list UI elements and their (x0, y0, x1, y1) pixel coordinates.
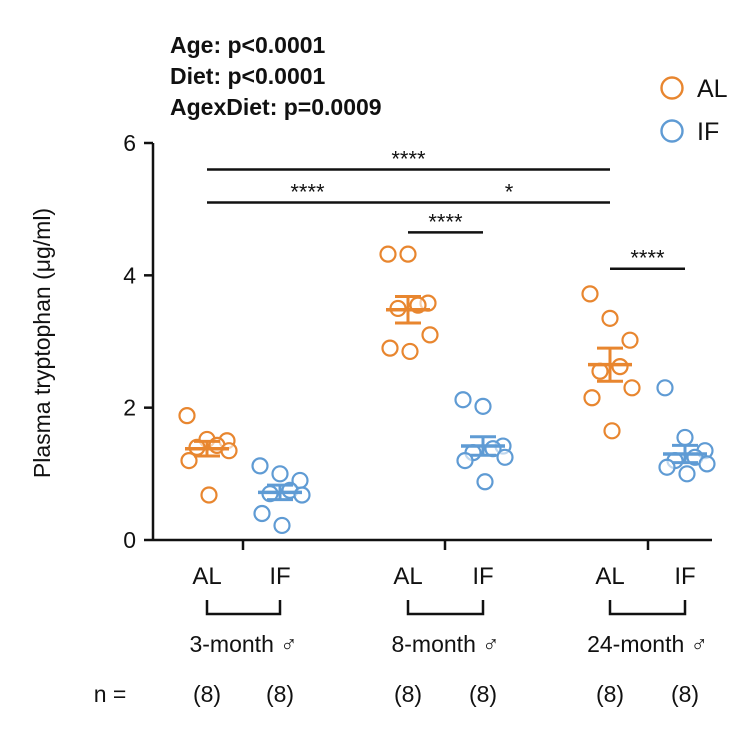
stats-header: Age: p<0.0001 Diet: p<0.0001 AgexDiet: p… (170, 30, 382, 123)
data-point (474, 397, 492, 415)
data-point (676, 428, 694, 447)
condition-label: AL (595, 563, 624, 590)
data-point (456, 452, 474, 470)
data-point (401, 342, 419, 361)
condition-label: IF (472, 563, 493, 590)
mean-sem-layer (185, 295, 707, 502)
n-label: (8) (394, 681, 422, 707)
data-point (271, 465, 289, 483)
data-point (603, 422, 621, 440)
data-point (496, 448, 514, 466)
data-point (623, 379, 641, 397)
data-point (476, 473, 494, 491)
significance-label: * (505, 180, 514, 205)
data-point (200, 486, 218, 504)
significance-label: **** (290, 180, 325, 205)
legend-marker (660, 119, 684, 143)
group-bracket (205, 600, 282, 616)
data-point (399, 245, 417, 263)
y-tick-label: 4 (123, 262, 136, 288)
significance-label: **** (391, 146, 426, 171)
group-label: 8-month ♂ (391, 631, 499, 657)
data-point (180, 452, 198, 470)
legend: AL IF (660, 75, 728, 146)
data-point (273, 516, 291, 535)
significance-label: **** (428, 209, 463, 234)
stats-interaction: AgexDiet: p=0.0009 (170, 94, 382, 120)
n-label: (8) (193, 681, 221, 707)
group-bracket (608, 600, 687, 616)
n-label: (8) (469, 681, 497, 707)
data-point (658, 458, 676, 476)
data-point (601, 309, 619, 327)
data-point (621, 331, 639, 349)
y-axis-label: Plasma tryptophan (μg/ml) (29, 208, 55, 478)
data-point (581, 285, 599, 303)
data-point (583, 389, 601, 407)
y-tick-label: 0 (123, 527, 136, 553)
data-point (253, 504, 271, 523)
stats-age: Age: p<0.0001 (170, 32, 326, 58)
legend-label: IF (697, 118, 719, 146)
group-label: 3-month ♂ (189, 631, 297, 657)
data-point (454, 391, 472, 409)
data-point (656, 379, 674, 397)
group-labels: AL (8) IF (8) 3-month ♂ AL (8) IF (8) 8-month ♂ AL… (94, 563, 708, 707)
stats-diet: Diet: p<0.0001 (170, 63, 326, 89)
n-label: (8) (266, 681, 294, 707)
condition-label: IF (269, 563, 290, 590)
n-label: (8) (596, 681, 624, 707)
condition-label: AL (192, 563, 221, 590)
n-label: (8) (671, 681, 699, 707)
data-point (381, 339, 399, 357)
data-point (678, 465, 696, 483)
group-bracket (406, 600, 485, 616)
n-equals-label: n = (94, 681, 127, 707)
legend-label: AL (697, 75, 728, 103)
data-point (178, 407, 196, 425)
significance-layer: ******** ********* (207, 146, 685, 271)
data-point (220, 442, 238, 460)
points-layer (178, 245, 716, 535)
data-point (379, 245, 397, 263)
legend-marker (660, 76, 684, 100)
condition-label: AL (393, 563, 422, 590)
data-point (698, 455, 716, 473)
y-tick-label: 2 (123, 395, 136, 421)
y-tick-label: 6 (123, 130, 136, 156)
axis-layer: 0 2 4 6 Plasma tryptophan (μg/ml) (29, 130, 712, 553)
group-label: 24-month ♂ (587, 631, 708, 657)
data-point (293, 486, 311, 504)
data-point (611, 358, 629, 376)
data-point (421, 326, 439, 344)
data-point (251, 457, 269, 475)
significance-label: **** (630, 246, 665, 271)
condition-label: IF (674, 563, 695, 590)
